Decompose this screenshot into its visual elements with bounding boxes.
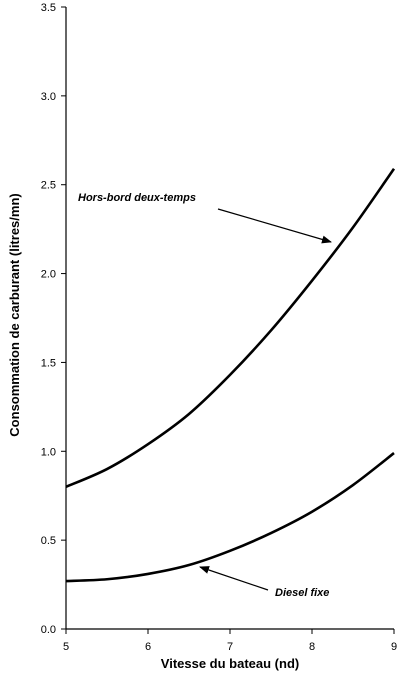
x-axis-title: Vitesse du bateau (nd): [161, 656, 299, 671]
series-line-0: [65, 167, 396, 489]
x-tick-label: 6: [145, 641, 151, 653]
annotation-arrow-diesel: [199, 566, 269, 591]
x-ticks: 5 6 7 8 9: [63, 629, 397, 653]
x-tick-label: 8: [309, 641, 315, 653]
series-line-1: [65, 452, 395, 583]
annotation-hors-bord: Hors-bord deux-temps: [78, 192, 196, 204]
y-tick-label: 2.5: [41, 180, 56, 192]
y-tick-label: 3.5: [41, 2, 56, 14]
annotation-arrow-hors-bord: [217, 208, 332, 244]
y-tick-label: 3.0: [41, 91, 56, 103]
y-tick-label: 0.5: [41, 535, 56, 547]
y-axis-title: Consommation de carburant (litres/mn): [7, 193, 22, 436]
annotation-diesel: Diesel fixe: [275, 587, 329, 599]
x-tick-label: 9: [391, 641, 397, 653]
y-tick-label: 1.5: [41, 357, 56, 369]
series-lines: [65, 167, 396, 583]
y-ticks: 0.0 0.5 1.0 1.5 2.0 2.5 3.0 3.5: [41, 2, 66, 636]
y-tick-label: 0.0: [41, 624, 56, 636]
x-tick-label: 5: [63, 641, 69, 653]
y-tick-label: 2.0: [41, 269, 56, 281]
x-tick-label: 7: [227, 641, 233, 653]
y-tick-label: 1.0: [41, 446, 56, 458]
